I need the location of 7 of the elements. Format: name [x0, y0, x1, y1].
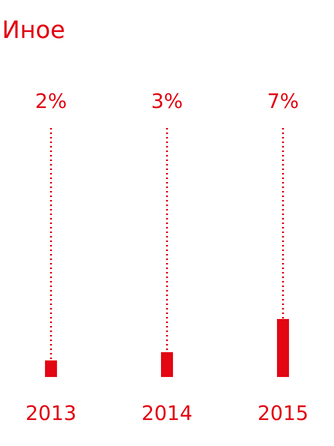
data-label: 2%: [35, 89, 67, 113]
data-label: 3%: [151, 89, 183, 113]
x-tick-label: 2013: [26, 401, 76, 425]
x-tick-label: 2014: [142, 401, 192, 425]
x-tick-label: 2015: [258, 401, 308, 425]
chart-title: Иное: [2, 16, 66, 44]
data-label: 7%: [267, 89, 299, 113]
